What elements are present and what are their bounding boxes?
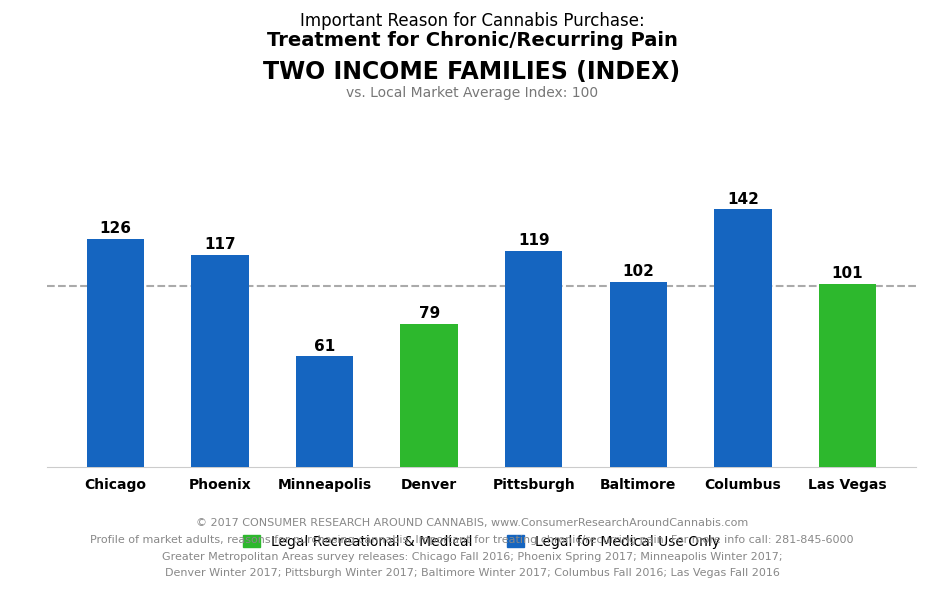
Text: TWO INCOME FAMILIES (INDEX): TWO INCOME FAMILIES (INDEX) — [263, 60, 681, 84]
Text: 126: 126 — [99, 221, 131, 236]
Text: Greater Metropolitan Areas survey releases: Chicago Fall 2016; Phoenix Spring 20: Greater Metropolitan Areas survey releas… — [161, 552, 783, 562]
Text: Important Reason for Cannabis Purchase:: Important Reason for Cannabis Purchase: — [299, 12, 645, 30]
Bar — [400, 324, 458, 467]
Text: 119: 119 — [518, 234, 549, 249]
Text: 102: 102 — [622, 264, 654, 279]
Bar — [192, 255, 249, 467]
Text: Treatment for Chronic/Recurring Pain: Treatment for Chronic/Recurring Pain — [266, 31, 678, 50]
Text: 79: 79 — [418, 306, 440, 321]
Bar — [295, 356, 353, 467]
Text: 101: 101 — [832, 266, 863, 281]
Bar — [714, 210, 771, 467]
Text: vs. Local Market Average Index: 100: vs. Local Market Average Index: 100 — [346, 86, 598, 100]
Bar — [818, 284, 876, 467]
Text: Denver Winter 2017; Pittsburgh Winter 2017; Baltimore Winter 2017; Columbus Fall: Denver Winter 2017; Pittsburgh Winter 20… — [164, 568, 780, 579]
Bar — [505, 251, 563, 467]
Text: © 2017 CONSUMER RESEARCH AROUND CANNABIS, www.ConsumerResearchAroundCannabis.com: © 2017 CONSUMER RESEARCH AROUND CANNABIS… — [195, 518, 749, 528]
Text: Profile of market adults, reasons for purchasing cannabis: Important for treatin: Profile of market adults, reasons for pu… — [91, 535, 853, 545]
Text: 142: 142 — [727, 192, 759, 207]
Bar — [610, 282, 667, 467]
Text: 61: 61 — [314, 339, 335, 354]
Text: 117: 117 — [204, 237, 236, 252]
Bar — [87, 238, 144, 467]
Legend: Legal Recreational & Medical, Legal for Medical Use Only: Legal Recreational & Medical, Legal for … — [236, 528, 727, 556]
